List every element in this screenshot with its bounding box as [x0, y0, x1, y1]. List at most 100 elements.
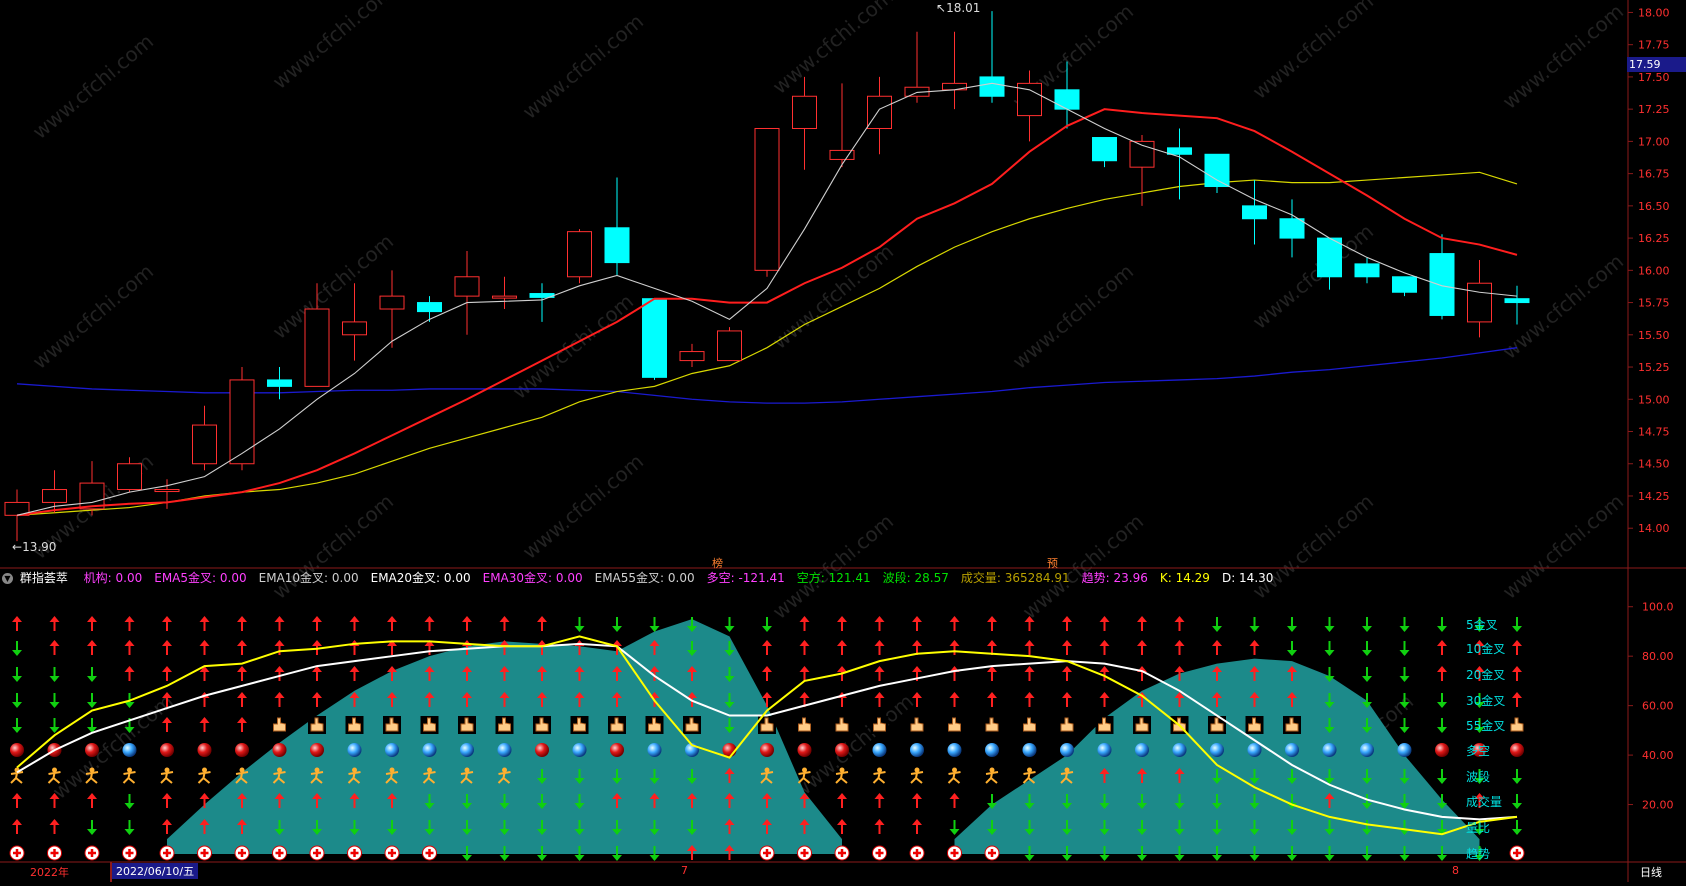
up-arrow-icon-head: [912, 640, 922, 646]
watermark-text: www.cfchi.com: [1008, 259, 1138, 374]
up-arrow-icon-head: [499, 692, 510, 698]
up-arrow-icon-head: [649, 666, 660, 672]
down-arrow-icon-head: [1249, 626, 1260, 632]
runner-head: [502, 767, 507, 773]
up-arrow-icon-head: [349, 692, 360, 698]
down-arrow-icon-head: [612, 778, 622, 784]
down-arrow-icon-head: [1062, 855, 1072, 861]
runner-head: [277, 767, 282, 773]
down-arrow-icon-head: [1324, 778, 1335, 784]
red-ball-icon: [10, 743, 24, 757]
indicator-title[interactable]: 群指荟萃: [19, 571, 68, 585]
runner-icon: [10, 767, 24, 784]
red-ball-icon: [160, 743, 174, 757]
down-arrow-icon-head: [124, 803, 135, 809]
down-arrow-icon-head: [1399, 727, 1410, 733]
price-tick-label: 16.25: [1638, 232, 1670, 245]
down-arrow-icon-head: [1324, 676, 1335, 682]
hand-pointer-icon: [420, 716, 439, 734]
indicator-value-12: D: 14.30: [1221, 571, 1274, 585]
runner-body: [47, 771, 61, 784]
marker-bang[interactable]: 榜: [712, 557, 723, 570]
red-ball-icon: [235, 743, 249, 757]
up-arrow-icon-head: [799, 616, 810, 622]
up-arrow-icon-head: [724, 845, 735, 851]
red-ball-icon: [610, 743, 624, 757]
down-arrow-icon-head: [612, 829, 622, 835]
indicator-header: ▼ 群指荟萃 机构: 0.00 EMA5金叉: 0.00 EMA10金叉: 0.00…: [2, 570, 1273, 587]
up-arrow-icon-head: [1287, 692, 1297, 698]
k-line: [16, 635, 1518, 836]
down-arrow-icon-head: [1474, 829, 1485, 835]
up-arrow-icon-head: [1437, 666, 1447, 672]
row-label-6: 波段: [1466, 770, 1491, 784]
runner-icon: [947, 767, 961, 784]
runner-icon: [235, 767, 249, 784]
up-arrow-icon-head: [49, 793, 60, 799]
hand-shape: [1210, 717, 1224, 732]
up-arrow-icon-head: [799, 666, 810, 672]
period-label[interactable]: 日线: [1640, 866, 1662, 879]
plus-circle-icon: [347, 845, 362, 861]
plus-circle-icon: [947, 845, 962, 861]
blue-ball-icon: [1322, 743, 1337, 757]
price-tick-label: 16.50: [1638, 200, 1670, 213]
price-tick-label: 14.25: [1638, 490, 1670, 503]
candle-up: [379, 295, 405, 310]
indicator-tick-label: 80.00: [1642, 650, 1674, 663]
candle-up: [754, 127, 780, 271]
down-arrow-icon-head: [1362, 727, 1372, 733]
candle-up: [717, 330, 742, 362]
runner-body: [760, 771, 774, 784]
down-arrow-icon-head: [1062, 803, 1072, 809]
down-arrow-icon-head: [1362, 778, 1372, 784]
up-arrow-icon-head: [312, 692, 322, 698]
runner-body: [272, 771, 286, 784]
plus-sign: [125, 849, 134, 857]
blue-ball-icon: [947, 743, 962, 757]
watermark-text: www.cfchi.com: [768, 509, 898, 624]
down-arrow-icon-head: [724, 676, 735, 682]
hand-pointer-icon: [458, 716, 476, 734]
hand-shape: [798, 717, 811, 732]
candle-up: [154, 489, 180, 493]
indicator-value-2: EMA10金叉: 0.00: [258, 571, 359, 585]
runner-icon: [497, 767, 511, 784]
down-arrow-icon-head: [1249, 778, 1260, 784]
down-arrow-icon-head: [1512, 626, 1522, 632]
up-arrow-icon-head: [162, 692, 172, 698]
candle-up: [1467, 282, 1492, 323]
up-arrow-icon-head: [87, 640, 97, 646]
plus-circle-icon: [122, 845, 137, 861]
up-arrow-icon-head: [499, 666, 510, 672]
down-arrow-icon-head: [1437, 829, 1447, 835]
price-plot: [4, 11, 1530, 542]
runner-icon: [910, 767, 924, 784]
price-tick-label: 17.25: [1638, 103, 1670, 116]
hand-pointer-icon: [833, 716, 851, 734]
collapse-icon[interactable]: ▼: [2, 573, 13, 584]
up-arrow-icon-head: [1137, 640, 1147, 646]
plus-sign: [88, 849, 96, 857]
indicator-value-1: EMA5金叉: 0.00: [154, 571, 247, 585]
indicator-value-11: K: 14.29: [1159, 571, 1210, 585]
hand-shape: [310, 717, 324, 732]
blue-ball-icon: [1360, 743, 1374, 757]
up-arrow-icon-head: [649, 640, 660, 646]
hand-shape: [385, 717, 399, 732]
hand-shape: [423, 717, 436, 732]
down-arrow-icon-head: [1137, 829, 1147, 835]
indicator-value-7: 空方: 121.41: [796, 571, 871, 585]
red-ball-icon: [272, 743, 287, 757]
ma60-line: [16, 347, 1518, 404]
runner-body: [947, 771, 961, 784]
up-arrow-icon-head: [649, 793, 660, 799]
down-arrow-icon-head: [987, 803, 997, 809]
down-arrow-icon-head: [1249, 803, 1260, 809]
marker-yu[interactable]: 预: [1047, 557, 1058, 570]
up-arrow-icon-head: [574, 666, 585, 672]
up-arrow-icon-head: [874, 692, 885, 698]
row-label-2: 20金叉: [1466, 668, 1506, 682]
plus-circle-icon: [1509, 845, 1525, 861]
